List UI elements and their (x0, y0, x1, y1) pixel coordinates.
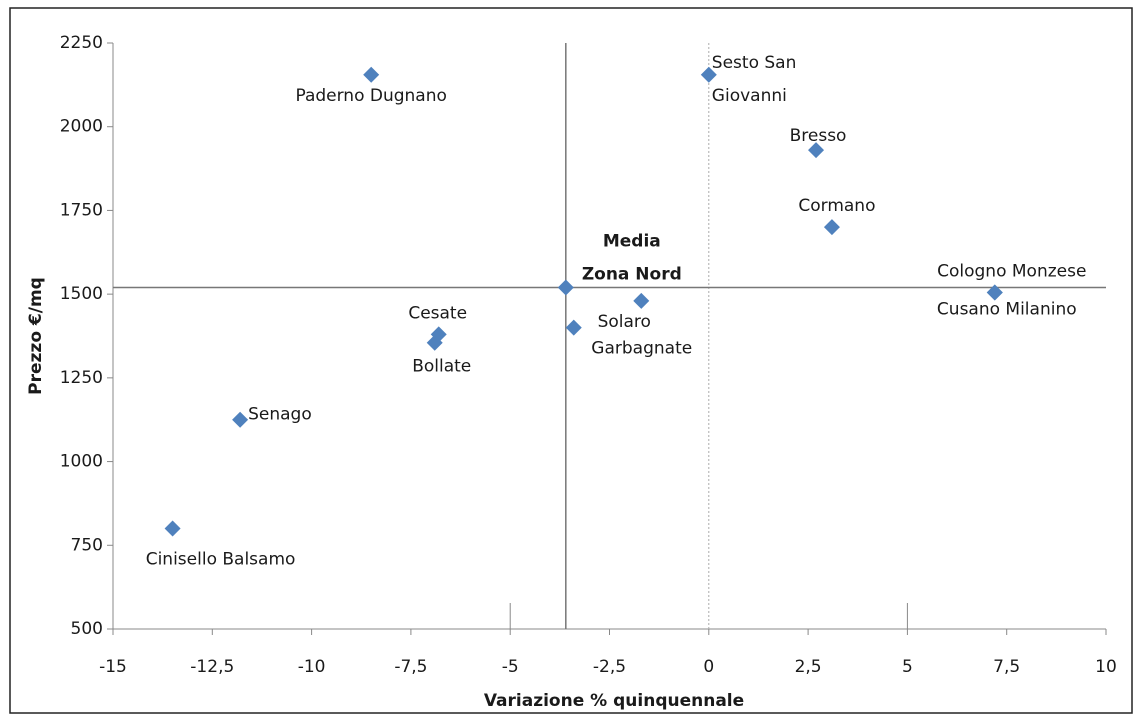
y-tick-label: 1000 (60, 452, 103, 472)
y-tick-label: 1250 (60, 368, 103, 388)
point-label: Cormano (798, 196, 875, 216)
y-tick-label: 2000 (60, 117, 103, 137)
marker (557, 279, 574, 296)
y-tick-label: 1750 (60, 200, 103, 220)
point-label: Cusano Milanino (937, 299, 1077, 319)
x-tick-label: -10 (298, 657, 326, 677)
x-tick-label: 2,5 (795, 657, 822, 677)
point-label: Cologno Monzese (937, 261, 1086, 281)
x-tick-label: -7,5 (394, 657, 427, 677)
y-tick-label: 2250 (60, 33, 103, 53)
marker (164, 520, 181, 537)
point-label: Sesto San (712, 53, 797, 73)
y-tick-label: 500 (71, 619, 103, 639)
point-label: Media (603, 231, 661, 251)
marker (633, 292, 650, 309)
point-label: Cinisello Balsamo (146, 550, 296, 570)
point-label: Solaro (598, 312, 651, 332)
point-label: Cesate (408, 303, 467, 323)
x-axis-title: Variazione % quinquennale (484, 691, 744, 711)
marker (565, 319, 582, 336)
x-tick-label: 0 (703, 657, 714, 677)
x-tick-label: -5 (502, 657, 519, 677)
x-tick-label: -12,5 (190, 657, 234, 677)
marker (363, 66, 380, 83)
marker (426, 334, 443, 351)
x-tick-label: -2,5 (593, 657, 626, 677)
x-tick-label: -15 (99, 657, 127, 677)
y-axis-title: Prezzo €/mq (26, 277, 46, 395)
point-label: Bresso (790, 126, 847, 146)
y-tick-label: 750 (71, 535, 103, 555)
y-tick-label: 1500 (60, 284, 103, 304)
point-label: Zona Nord (582, 264, 682, 284)
marker (808, 142, 825, 159)
x-tick-label: 10 (1095, 657, 1117, 677)
point-label: Senago (248, 405, 312, 425)
point-label: Garbagnate (591, 339, 692, 359)
point-label: Bollate (412, 357, 471, 377)
point-label: Giovanni (712, 86, 787, 106)
chart-frame (9, 7, 1133, 714)
marker (823, 219, 840, 236)
marker (232, 411, 249, 428)
point-label: Paderno Dugnano (295, 86, 446, 106)
marker (700, 66, 717, 83)
x-tick-label: 7,5 (993, 657, 1020, 677)
x-tick-label: 5 (902, 657, 913, 677)
marker (986, 284, 1003, 301)
